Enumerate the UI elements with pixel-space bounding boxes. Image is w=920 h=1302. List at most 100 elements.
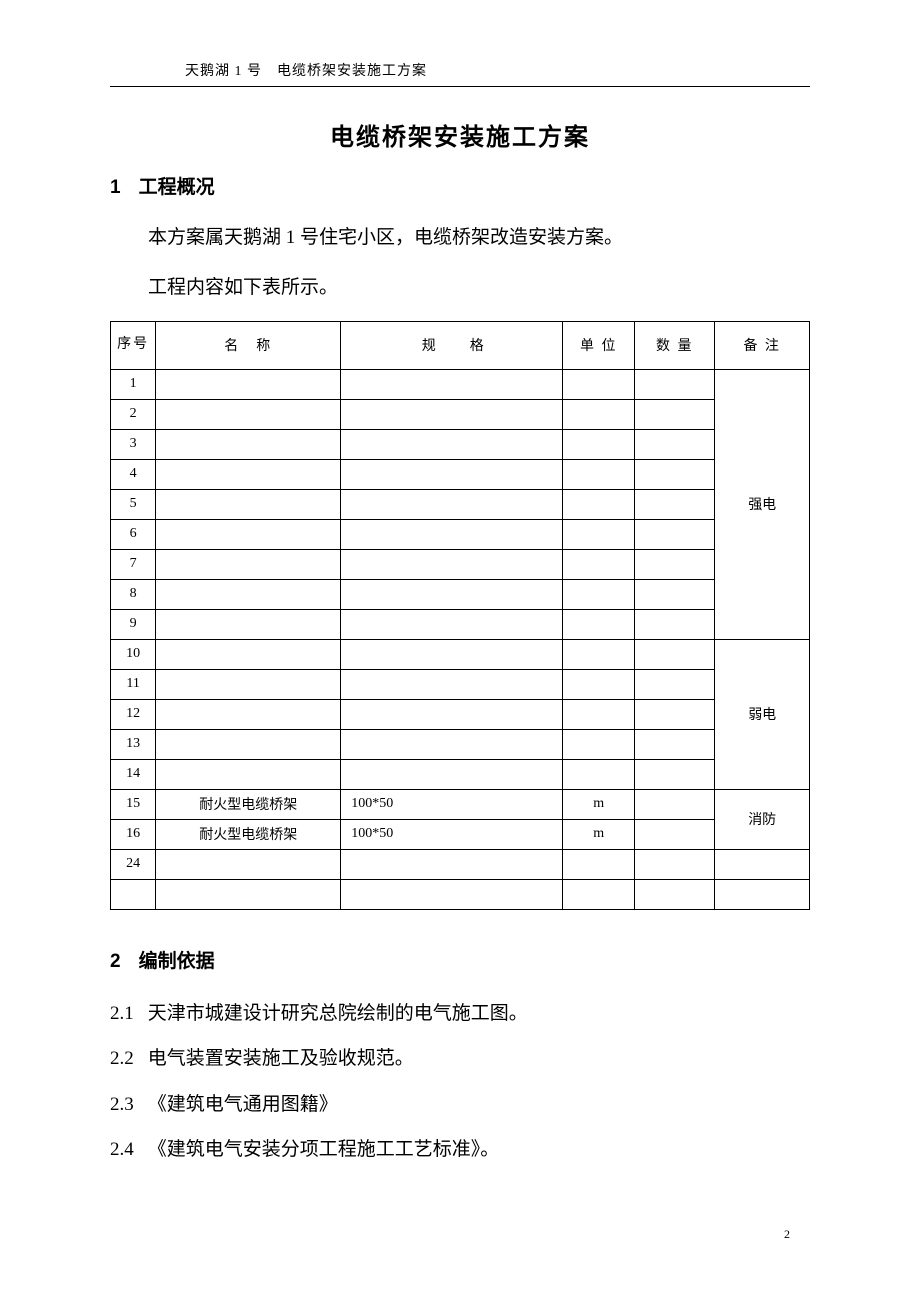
cell-spec [341, 519, 563, 549]
table-row: 12 [111, 699, 810, 729]
cell-qty [635, 369, 715, 399]
cell-qty [635, 519, 715, 549]
cell-name [156, 459, 341, 489]
cell-spec [341, 639, 563, 669]
cell-seq: 4 [111, 459, 156, 489]
table-header-row: 序号 名 称 规 格 单 位 数 量 备 注 [111, 321, 810, 369]
section-2-number: 2 [110, 951, 121, 972]
list-item: 2.1天津市城建设计研究总院绘制的电气施工图。 [110, 991, 810, 1037]
cell-qty [635, 609, 715, 639]
cell-spec [341, 489, 563, 519]
cell-unit [563, 459, 635, 489]
cell-unit [563, 699, 635, 729]
cell-name [156, 609, 341, 639]
table-row: 24 [111, 849, 810, 879]
table-row: 15耐火型电缆桥架100*50m消防 [111, 789, 810, 819]
cell-name [156, 729, 341, 759]
cell-note [715, 879, 810, 909]
table-body: 1强电2345678910弱电1112131415耐火型电缆桥架100*50m消… [111, 369, 810, 909]
cell-spec [341, 729, 563, 759]
page-number: 2 [784, 1227, 790, 1242]
cell-unit [563, 549, 635, 579]
cell-spec [341, 399, 563, 429]
table-row: 1强电 [111, 369, 810, 399]
table-row [111, 879, 810, 909]
cell-unit [563, 369, 635, 399]
cell-spec: 100*50 [341, 789, 563, 819]
cell-seq: 12 [111, 699, 156, 729]
list-item-number: 2.3 [110, 1094, 134, 1115]
cell-qty [635, 429, 715, 459]
cell-qty [635, 669, 715, 699]
cell-name [156, 489, 341, 519]
cell-unit [563, 519, 635, 549]
cell-note: 消防 [715, 789, 810, 849]
cell-spec [341, 879, 563, 909]
cell-spec [341, 699, 563, 729]
cell-seq: 9 [111, 609, 156, 639]
cell-seq: 3 [111, 429, 156, 459]
cell-qty [635, 579, 715, 609]
cell-qty [635, 849, 715, 879]
col-header-spec: 规 格 [341, 321, 563, 369]
cell-name [156, 519, 341, 549]
cell-name [156, 369, 341, 399]
running-head: 天鹅湖 1 号 电缆桥架安装施工方案 [110, 60, 810, 87]
cell-unit [563, 429, 635, 459]
table-row: 11 [111, 669, 810, 699]
cell-note: 弱电 [715, 639, 810, 789]
col-header-qty: 数 量 [635, 321, 715, 369]
list-item: 2.3《建筑电气通用图籍》 [110, 1082, 810, 1128]
cell-name [156, 399, 341, 429]
cell-seq [111, 879, 156, 909]
section-2-title: 编制依据 [139, 951, 215, 972]
cell-spec [341, 369, 563, 399]
cell-unit [563, 399, 635, 429]
table-row: 4 [111, 459, 810, 489]
cell-spec [341, 609, 563, 639]
cell-unit [563, 729, 635, 759]
col-header-name: 名 称 [156, 321, 341, 369]
cell-note [715, 849, 810, 879]
cell-unit [563, 579, 635, 609]
cell-qty [635, 699, 715, 729]
section-1-para-1: 本方案属天鹅湖 1 号住宅小区，电缆桥架改造安装方案。 [110, 217, 810, 259]
cell-spec [341, 549, 563, 579]
list-item: 2.2 电气装置安装施工及验收规范。 [110, 1036, 810, 1082]
table-row: 3 [111, 429, 810, 459]
cell-name [156, 849, 341, 879]
list-item-number: 2.2 [110, 1048, 134, 1069]
cell-seq: 24 [111, 849, 156, 879]
cell-unit [563, 489, 635, 519]
list-item: 2.4《建筑电气安装分项工程施工工艺标准》。 [110, 1127, 810, 1173]
cell-seq: 8 [111, 579, 156, 609]
cell-name [156, 759, 341, 789]
cell-spec [341, 849, 563, 879]
cell-name [156, 549, 341, 579]
cell-seq: 15 [111, 789, 156, 819]
table-row: 5 [111, 489, 810, 519]
cell-name [156, 579, 341, 609]
cell-name [156, 669, 341, 699]
cell-qty [635, 879, 715, 909]
table-row: 2 [111, 399, 810, 429]
cell-unit: m [563, 819, 635, 849]
section-1-heading: 1 工程概况 [110, 172, 810, 199]
table-row: 9 [111, 609, 810, 639]
cell-spec [341, 759, 563, 789]
cell-name [156, 429, 341, 459]
table-row: 8 [111, 579, 810, 609]
list-item-text: 电气装置安装施工及验收规范。 [148, 1048, 414, 1069]
cell-spec [341, 429, 563, 459]
list-item-text: 《建筑电气安装分项工程施工工艺标准》。 [148, 1139, 500, 1160]
cell-spec [341, 669, 563, 699]
cell-spec [341, 579, 563, 609]
table-row: 7 [111, 549, 810, 579]
cell-qty [635, 729, 715, 759]
table-row: 14 [111, 759, 810, 789]
section-1-title: 工程概况 [139, 177, 215, 198]
cell-seq: 6 [111, 519, 156, 549]
section-1-number: 1 [110, 177, 121, 198]
cell-unit [563, 759, 635, 789]
cell-qty [635, 459, 715, 489]
